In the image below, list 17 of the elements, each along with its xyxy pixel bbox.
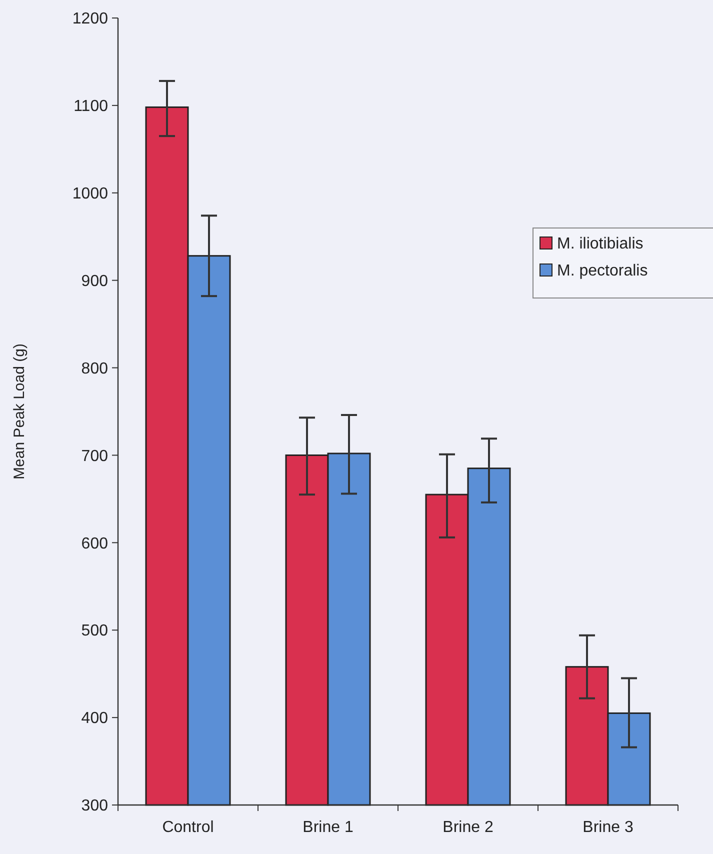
x-tick-label: Control: [162, 819, 214, 836]
y-tick-label: 300: [81, 798, 108, 815]
y-tick-label: 700: [81, 448, 108, 465]
y-tick-label: 1100: [74, 98, 108, 116]
legend-label: M. iliotibialis: [557, 236, 644, 253]
x-tick-label: Brine 3: [582, 819, 634, 836]
x-tick-label: Brine 1: [302, 819, 354, 836]
x-tick-label: Brine 2: [442, 819, 494, 836]
y-tick-label: 400: [81, 710, 108, 728]
y-tick-label: 800: [81, 360, 108, 378]
legend-label: M. pectoralis: [557, 262, 648, 280]
y-tick-label: 900: [81, 272, 108, 290]
y-tick-label: 600: [81, 535, 108, 552]
y-tick-label: 500: [81, 622, 108, 640]
y-axis-title: Mean Peak Load (g): [11, 344, 28, 480]
y-tick-label: 1200: [72, 10, 108, 28]
y-tick-label: 1000: [72, 185, 108, 202]
